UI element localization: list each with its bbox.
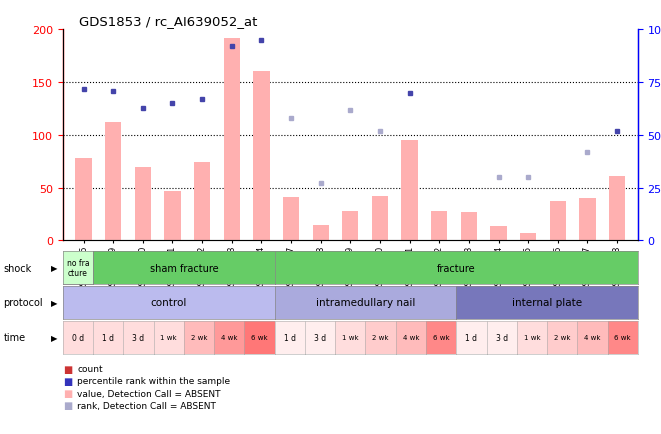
Bar bbox=[401, 141, 418, 241]
Bar bbox=[609, 177, 625, 241]
Text: ▶: ▶ bbox=[51, 263, 58, 273]
Bar bbox=[579, 199, 596, 241]
Text: ▶: ▶ bbox=[51, 298, 58, 307]
Bar bbox=[283, 198, 299, 241]
Text: 2 wk: 2 wk bbox=[372, 335, 389, 340]
Text: 4 wk: 4 wk bbox=[221, 335, 237, 340]
Text: value, Detection Call = ABSENT: value, Detection Call = ABSENT bbox=[77, 389, 221, 398]
Text: percentile rank within the sample: percentile rank within the sample bbox=[77, 377, 231, 385]
Bar bbox=[194, 163, 210, 241]
Text: fracture: fracture bbox=[437, 263, 475, 273]
Text: ▶: ▶ bbox=[51, 333, 58, 342]
Bar bbox=[342, 211, 358, 241]
Bar bbox=[135, 167, 151, 241]
Text: ■: ■ bbox=[63, 376, 72, 386]
Text: no fra
cture: no fra cture bbox=[67, 258, 89, 278]
Text: time: time bbox=[3, 332, 25, 342]
Text: sham fracture: sham fracture bbox=[149, 263, 218, 273]
Text: intramedullary nail: intramedullary nail bbox=[316, 298, 415, 308]
Text: rank, Detection Call = ABSENT: rank, Detection Call = ABSENT bbox=[77, 401, 216, 410]
Text: 1 wk: 1 wk bbox=[161, 335, 177, 340]
Text: count: count bbox=[77, 365, 103, 373]
Bar bbox=[223, 39, 240, 241]
Bar bbox=[490, 226, 507, 241]
Bar bbox=[75, 159, 92, 241]
Text: 6 wk: 6 wk bbox=[433, 335, 449, 340]
Text: 1 wk: 1 wk bbox=[524, 335, 540, 340]
Text: ■: ■ bbox=[63, 401, 72, 410]
Text: 3 d: 3 d bbox=[314, 333, 326, 342]
Text: 3 d: 3 d bbox=[132, 333, 145, 342]
Text: 2 wk: 2 wk bbox=[554, 335, 570, 340]
Text: 2 wk: 2 wk bbox=[191, 335, 208, 340]
Text: ■: ■ bbox=[63, 364, 72, 374]
Text: shock: shock bbox=[3, 263, 32, 273]
Text: 6 wk: 6 wk bbox=[251, 335, 268, 340]
Text: GDS1853 / rc_AI639052_at: GDS1853 / rc_AI639052_at bbox=[79, 15, 258, 28]
Text: no fra
cture: no fra cture bbox=[63, 257, 93, 279]
Text: 6 wk: 6 wk bbox=[615, 335, 631, 340]
Text: internal plate: internal plate bbox=[512, 298, 582, 308]
Text: 4 wk: 4 wk bbox=[584, 335, 601, 340]
Text: 1 d: 1 d bbox=[465, 333, 477, 342]
Bar bbox=[372, 197, 388, 241]
Text: control: control bbox=[151, 298, 187, 308]
Text: 4 wk: 4 wk bbox=[403, 335, 419, 340]
Text: 1 d: 1 d bbox=[102, 333, 114, 342]
Bar bbox=[520, 233, 536, 241]
Bar bbox=[105, 123, 122, 241]
Bar bbox=[313, 225, 329, 241]
Text: 3 d: 3 d bbox=[496, 333, 508, 342]
Text: ■: ■ bbox=[63, 388, 72, 398]
Bar bbox=[461, 213, 477, 241]
Text: 0 d: 0 d bbox=[72, 333, 84, 342]
Bar bbox=[431, 211, 447, 241]
Text: 1 d: 1 d bbox=[284, 333, 295, 342]
Text: 1 wk: 1 wk bbox=[342, 335, 359, 340]
Bar bbox=[550, 202, 566, 241]
Text: protocol: protocol bbox=[3, 298, 43, 308]
Bar bbox=[165, 191, 180, 241]
Bar bbox=[253, 72, 270, 241]
